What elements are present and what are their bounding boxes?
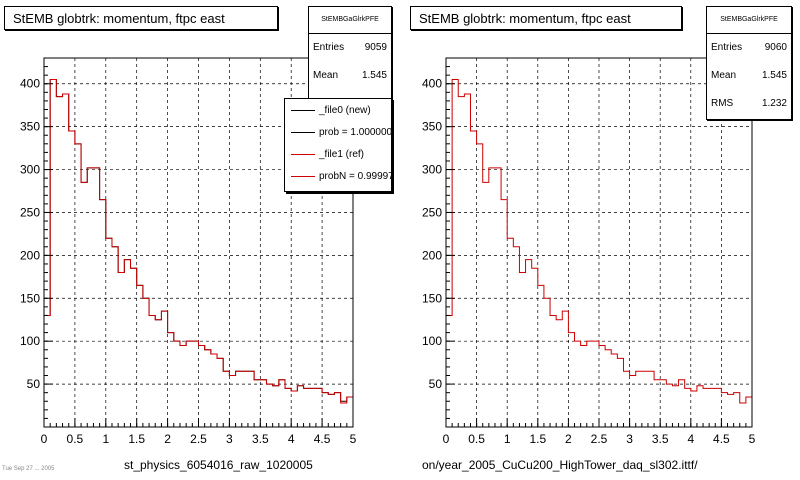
right-y-tick-label: 300 — [422, 163, 442, 177]
right-stats-rms-label: RMS — [711, 98, 734, 109]
right-stats-mean-row: Mean 1.545 — [707, 62, 791, 90]
right-y-tick-label: 350 — [422, 120, 442, 134]
left-x-tick-label: 2.5 — [190, 432, 207, 446]
right-x-tick-label: 0 — [443, 432, 450, 446]
left-y-tick-label: 200 — [20, 248, 40, 262]
right-stats-mean-label: Mean — [711, 70, 737, 81]
right-x-tick-label: 1.5 — [529, 432, 546, 446]
left-legend: _file0 (new) prob = 1.000000 _file1 (ref… — [284, 98, 392, 192]
legend-entry-prob: prob = 1.000000 — [285, 121, 391, 143]
right-x-axis-title: on/year_2005_CuCu200_HighTower_daq_sl302… — [422, 458, 698, 472]
right-stats-entries-value: 9060 — [764, 42, 787, 53]
left-x-tick-label: 5 — [350, 432, 357, 446]
left-stats-entries-value: 9059 — [364, 42, 387, 53]
legend-entry-file1: _file1 (ref) — [285, 143, 391, 165]
left-x-tick-label: 3.5 — [252, 432, 269, 446]
legend-label-prob: prob = 1.000000 — [319, 126, 392, 138]
left-y-tick-label: 400 — [20, 77, 40, 91]
left-stats-entries-row: Entries 9059 — [309, 34, 391, 62]
legend-label-file0: _file0 (new) — [319, 104, 371, 116]
left-x-tick-label: 3 — [226, 432, 233, 446]
legend-entry-file0: _file0 (new) — [285, 99, 391, 121]
right-stats-name: StEMBGaGlrkPFE — [707, 7, 791, 34]
right-stats-entries-row: Entries 9060 — [707, 34, 791, 62]
left-series-line-1 — [43, 78, 354, 427]
legend-entry-probn: probN = 0.99997 — [285, 165, 391, 187]
right-y-tick-label: 400 — [422, 77, 442, 91]
legend-swatch-prob — [291, 131, 315, 133]
right-x-tick-label: 4.5 — [713, 432, 730, 446]
left-y-tick-label: 250 — [20, 205, 40, 219]
legend-swatch-file1 — [291, 153, 315, 155]
left-x-tick-label: 4 — [288, 432, 295, 446]
right-stats-entries-label: Entries — [711, 42, 743, 53]
left-x-axis-title: st_physics_6054016_raw_1020005 — [124, 458, 313, 472]
left-x-tick-label: 1 — [102, 432, 109, 446]
left-stats-mean-row: Mean 1.545 — [309, 62, 391, 90]
left-histogram-panel: 0 0.5 1 1.5 2 2.5 3 3.5 4 4.5 5 50 100 150 200 250 300 35… — [4, 6, 392, 472]
legend-label-probn: probN = 0.99997 — [319, 170, 392, 182]
left-stats-mean-value: 1.545 — [361, 70, 387, 81]
left-y-tick-label: 350 — [20, 120, 40, 134]
left-stats-entries-label: Entries — [313, 42, 345, 53]
legend-swatch-probn — [291, 175, 315, 177]
right-x-tick-label: 2.5 — [591, 432, 608, 446]
left-stats-mean-label: Mean — [313, 70, 339, 81]
right-x-tick-label: 1 — [504, 432, 511, 446]
left-stats-name: StEMBGaGlrkPFE — [309, 7, 391, 34]
right-x-tick-label: 2 — [565, 432, 572, 446]
left-x-tick-label: 4.5 — [314, 432, 331, 446]
left-chart-title: StEMB globtrk: momentum, ftpc east — [4, 6, 278, 30]
right-y-tick-label: 250 — [422, 205, 442, 219]
right-y-tick-label: 150 — [422, 291, 442, 305]
right-x-tick-label: 4 — [687, 432, 694, 446]
left-x-tick-label: 0 — [41, 432, 48, 446]
left-y-tick-label: 150 — [20, 291, 40, 305]
footer-note: Tue Sep 27 ... 2005 — [2, 466, 55, 472]
right-x-tick-label: 0.5 — [468, 432, 485, 446]
left-y-tick-label: 100 — [20, 334, 40, 348]
right-x-tick-label: 3 — [626, 432, 633, 446]
right-x-tick-label: 5 — [749, 432, 756, 446]
right-stats-rms-value: 1.232 — [761, 98, 787, 109]
left-x-tick-label: 1.5 — [128, 432, 145, 446]
legend-swatch-file0 — [291, 109, 315, 111]
left-x-tick-label: 0.5 — [67, 432, 84, 446]
right-histogram-svg: 0 0.5 1 1.5 2 2.5 3 3.5 4 4.5 5 50 100 150 200 250 300 35… — [422, 57, 756, 446]
left-y-tick-label: 50 — [27, 377, 41, 391]
right-x-tick-label: 3.5 — [652, 432, 669, 446]
left-x-tick-label: 2 — [164, 432, 171, 446]
right-y-tick-label: 200 — [422, 248, 442, 262]
right-series-line-0 — [445, 78, 753, 427]
right-chart-title: StEMB globtrk: momentum, ftpc east — [410, 6, 682, 30]
right-y-tick-label: 100 — [422, 334, 442, 348]
right-stats-rms-row: RMS 1.232 — [707, 90, 791, 118]
right-stats-box: StEMBGaGlrkPFE Entries 9060 Mean 1.545 R… — [706, 6, 792, 120]
right-stats-mean-value: 1.545 — [761, 70, 787, 81]
right-histogram-panel: 0 0.5 1 1.5 2 2.5 3 3.5 4 4.5 5 50 100 150 200 250 300 35… — [400, 0, 800, 480]
right-y-tick-label: 50 — [429, 377, 443, 391]
left-y-tick-label: 300 — [20, 163, 40, 177]
legend-label-file1: _file1 (ref) — [319, 148, 365, 160]
